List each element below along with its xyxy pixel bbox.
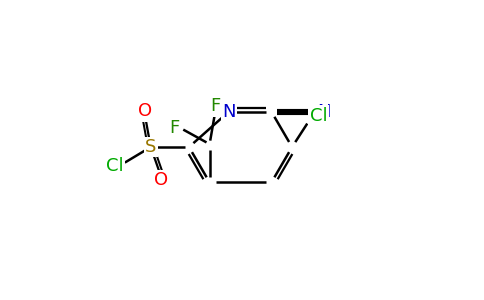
Text: N: N <box>317 103 330 121</box>
Text: S: S <box>145 138 156 156</box>
Text: F: F <box>211 98 221 116</box>
Text: O: O <box>138 102 152 120</box>
Text: N: N <box>222 103 236 121</box>
Text: Cl: Cl <box>106 158 123 175</box>
Text: F: F <box>170 119 180 137</box>
Text: Cl: Cl <box>310 107 328 125</box>
Text: O: O <box>154 171 168 189</box>
